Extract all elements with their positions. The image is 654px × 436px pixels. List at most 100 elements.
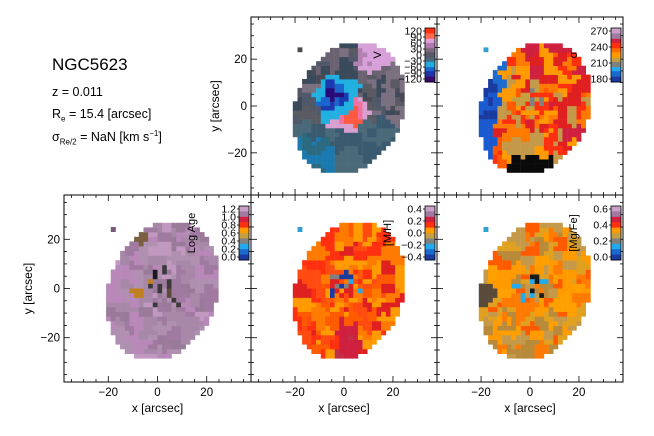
alpha_fe-bin <box>488 330 493 336</box>
alpha_fe-bin <box>492 306 498 312</box>
metallicity-bin <box>320 292 326 298</box>
alpha_fe-bin <box>520 320 526 326</box>
alpha_fe-bin <box>557 302 563 308</box>
log_age-bin <box>157 227 163 233</box>
log_age-bin <box>190 311 196 317</box>
velocity-bin <box>376 101 382 107</box>
metallicity-bin <box>334 330 340 336</box>
metallicity-bin <box>344 227 349 233</box>
metallicity-bin <box>348 353 354 359</box>
sigma-bin <box>553 128 559 133</box>
log_age-bin <box>148 264 154 270</box>
velocity-bin <box>325 163 331 169</box>
colorbar-band <box>425 228 435 231</box>
log_age-bin <box>190 320 196 326</box>
log_age-bin <box>152 283 158 289</box>
sigma-bin <box>548 159 554 164</box>
alpha_fe-bin <box>488 274 493 280</box>
sigma-bin <box>539 119 545 124</box>
metallicity-bin <box>395 311 400 317</box>
sigma-bin <box>539 96 545 102</box>
metallicity-bin <box>362 320 368 326</box>
sigma-bin <box>557 150 563 155</box>
log_age-bin <box>176 232 182 238</box>
colorbar-band <box>611 246 621 249</box>
colorbar-band <box>425 50 435 53</box>
metallicity-bin <box>357 316 363 322</box>
colorbar-band <box>425 257 435 260</box>
alpha_fe-bin <box>567 288 573 294</box>
log_age-bin <box>180 306 186 312</box>
log_age-bin <box>208 269 214 275</box>
metallicity-bin <box>390 255 396 261</box>
log_age-bin <box>180 269 186 275</box>
velocity-bin <box>320 65 326 71</box>
alpha_fe-bin <box>530 344 535 350</box>
alpha_fe-bin <box>502 278 507 284</box>
metallicity-bin <box>390 269 396 275</box>
sigma-bin <box>548 128 554 133</box>
velocity-bin <box>348 79 354 84</box>
colorbar-band <box>611 249 621 252</box>
log_age-bin <box>152 316 158 322</box>
alpha_fe-bin <box>553 222 559 228</box>
alpha_fe-bin <box>571 292 577 298</box>
log_age-bin <box>190 292 196 298</box>
colorbar-band <box>425 206 435 208</box>
sigma-bin <box>506 136 512 142</box>
sigma-bin <box>483 96 489 102</box>
colorbar-band <box>611 233 621 235</box>
alpha_fe-bin <box>539 250 545 256</box>
sigma-bin <box>506 168 512 173</box>
metallicity-bin <box>325 283 331 289</box>
alpha_fe-bin <box>516 288 521 294</box>
log_age-bin <box>157 236 163 242</box>
alpha_fe-bin <box>511 246 517 252</box>
colorbar-band <box>611 76 621 79</box>
sigma-bin <box>497 65 503 71</box>
metallicity-bin <box>385 274 391 280</box>
alpha_fe-bin <box>567 255 573 261</box>
metallicity-bin <box>311 325 317 331</box>
alpha_fe-bin <box>525 344 531 350</box>
log_age-bin <box>204 274 210 280</box>
sigma-bin <box>581 83 586 89</box>
metallicity-bin <box>362 344 368 350</box>
colorbar-band <box>425 69 435 72</box>
log_age-bin <box>180 246 186 252</box>
log_age-bin <box>134 241 140 247</box>
alpha_fe-bin <box>548 227 554 233</box>
metallicity-bin <box>334 339 340 345</box>
velocity-bin <box>325 83 331 89</box>
alpha_fe-bin <box>497 302 503 308</box>
galaxy-name: NGC5623 <box>52 55 128 74</box>
log_age-bin <box>143 246 149 252</box>
metallicity-bin <box>297 325 303 331</box>
log_age-bin <box>124 302 130 308</box>
log_age-bin <box>143 241 149 247</box>
metallicity-bin <box>362 311 368 317</box>
alpha_fe-bin <box>497 306 503 312</box>
velocity-bin <box>362 145 368 151</box>
velocity-bin <box>334 83 340 89</box>
sigma-bin <box>530 74 535 80</box>
alpha_fe-bin <box>553 274 559 280</box>
sigma-bin <box>506 70 512 75</box>
sigma-bin <box>571 70 577 75</box>
metallicity-bin <box>330 320 335 326</box>
sigma-bin <box>543 119 549 124</box>
redshift-label: z = 0.011 <box>52 85 103 99</box>
velocity-bin <box>385 52 391 58</box>
sigma-bin <box>571 123 577 129</box>
sigma-bin <box>511 150 517 155</box>
alpha_fe-bin <box>548 283 554 289</box>
velocity-bin <box>330 74 335 80</box>
velocity-bin <box>306 132 312 138</box>
log_age-bin <box>180 320 186 326</box>
log_age-bin <box>157 288 163 294</box>
metallicity-bin <box>325 306 331 312</box>
colorbar-band <box>611 241 621 243</box>
velocity-bin <box>395 92 400 98</box>
velocity-bin <box>344 92 349 98</box>
log_age-bin <box>171 292 177 298</box>
